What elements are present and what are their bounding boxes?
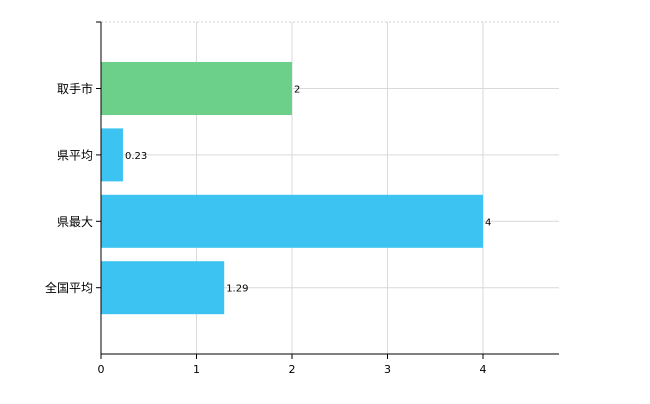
x-tick-label: 2 (289, 363, 296, 376)
labels: 0 1 2 3 4 取手市 2 県平均 0.23 県最大 4 全国平均 1.29 (45, 81, 491, 376)
x-tick-label: 4 (480, 363, 487, 376)
category-label: 県最大 (57, 215, 93, 229)
data-label: 2 (294, 85, 300, 96)
x-tick-label: 0 (98, 363, 105, 376)
bar (101, 128, 123, 182)
bar (101, 194, 483, 248)
x-tick-label: 1 (193, 363, 200, 376)
bar (101, 62, 292, 115)
category-label: 取手市 (57, 81, 93, 96)
category-label: 全国平均 (45, 280, 93, 295)
data-label: 4 (485, 217, 491, 228)
x-tick-label: 3 (384, 363, 391, 376)
data-label: 1.29 (226, 284, 248, 295)
bars (101, 62, 483, 315)
bar (101, 261, 225, 315)
category-label: 県平均 (57, 148, 93, 162)
data-label: 0.23 (125, 151, 147, 162)
